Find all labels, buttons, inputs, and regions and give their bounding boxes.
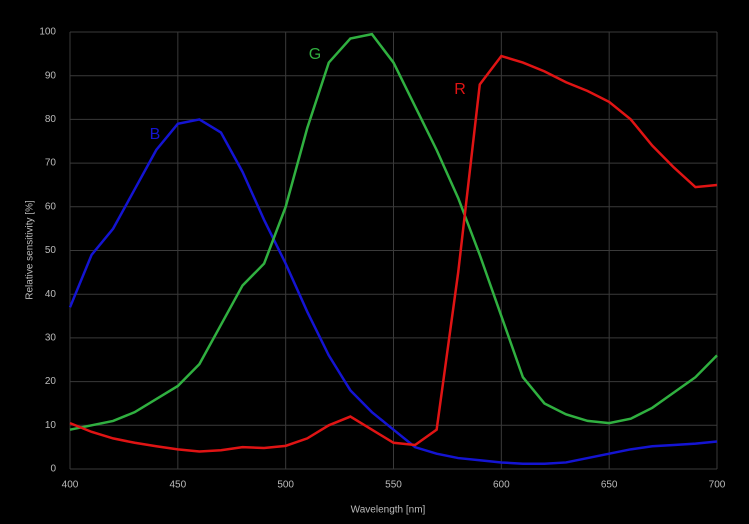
x-tick-label: 450 — [169, 480, 186, 491]
series-line — [69, 54, 718, 453]
y-tick-label: 100 — [39, 27, 56, 38]
series-line — [68, 118, 718, 466]
y-tick-label: 10 — [45, 420, 57, 431]
y-tick-label: 0 — [50, 464, 56, 475]
series-label: B — [150, 126, 161, 143]
x-tick-label: 500 — [277, 480, 294, 491]
series-label: G — [309, 46, 321, 63]
x-tick-label: 400 — [62, 480, 79, 491]
x-tick-label: 550 — [385, 480, 402, 491]
y-tick-label: 50 — [45, 245, 57, 256]
y-tick-label: 70 — [45, 158, 57, 169]
y-tick-label: 30 — [45, 333, 57, 344]
y-tick-label: 60 — [45, 201, 57, 212]
y-tick-label: 40 — [45, 289, 57, 300]
series-label: R — [454, 81, 466, 98]
x-tick-label: 650 — [601, 480, 618, 491]
x-tick-label: 600 — [493, 480, 510, 491]
y-tick-label: 90 — [45, 70, 57, 81]
y-tick-label: 20 — [45, 376, 57, 387]
y-tick-label: 80 — [45, 114, 57, 125]
x-axis-label: Wavelength [nm] — [351, 505, 426, 516]
series-line — [69, 32, 718, 431]
y-axis-label: Relative sensitivity [%] — [25, 200, 36, 300]
x-tick-label: 700 — [709, 480, 726, 491]
